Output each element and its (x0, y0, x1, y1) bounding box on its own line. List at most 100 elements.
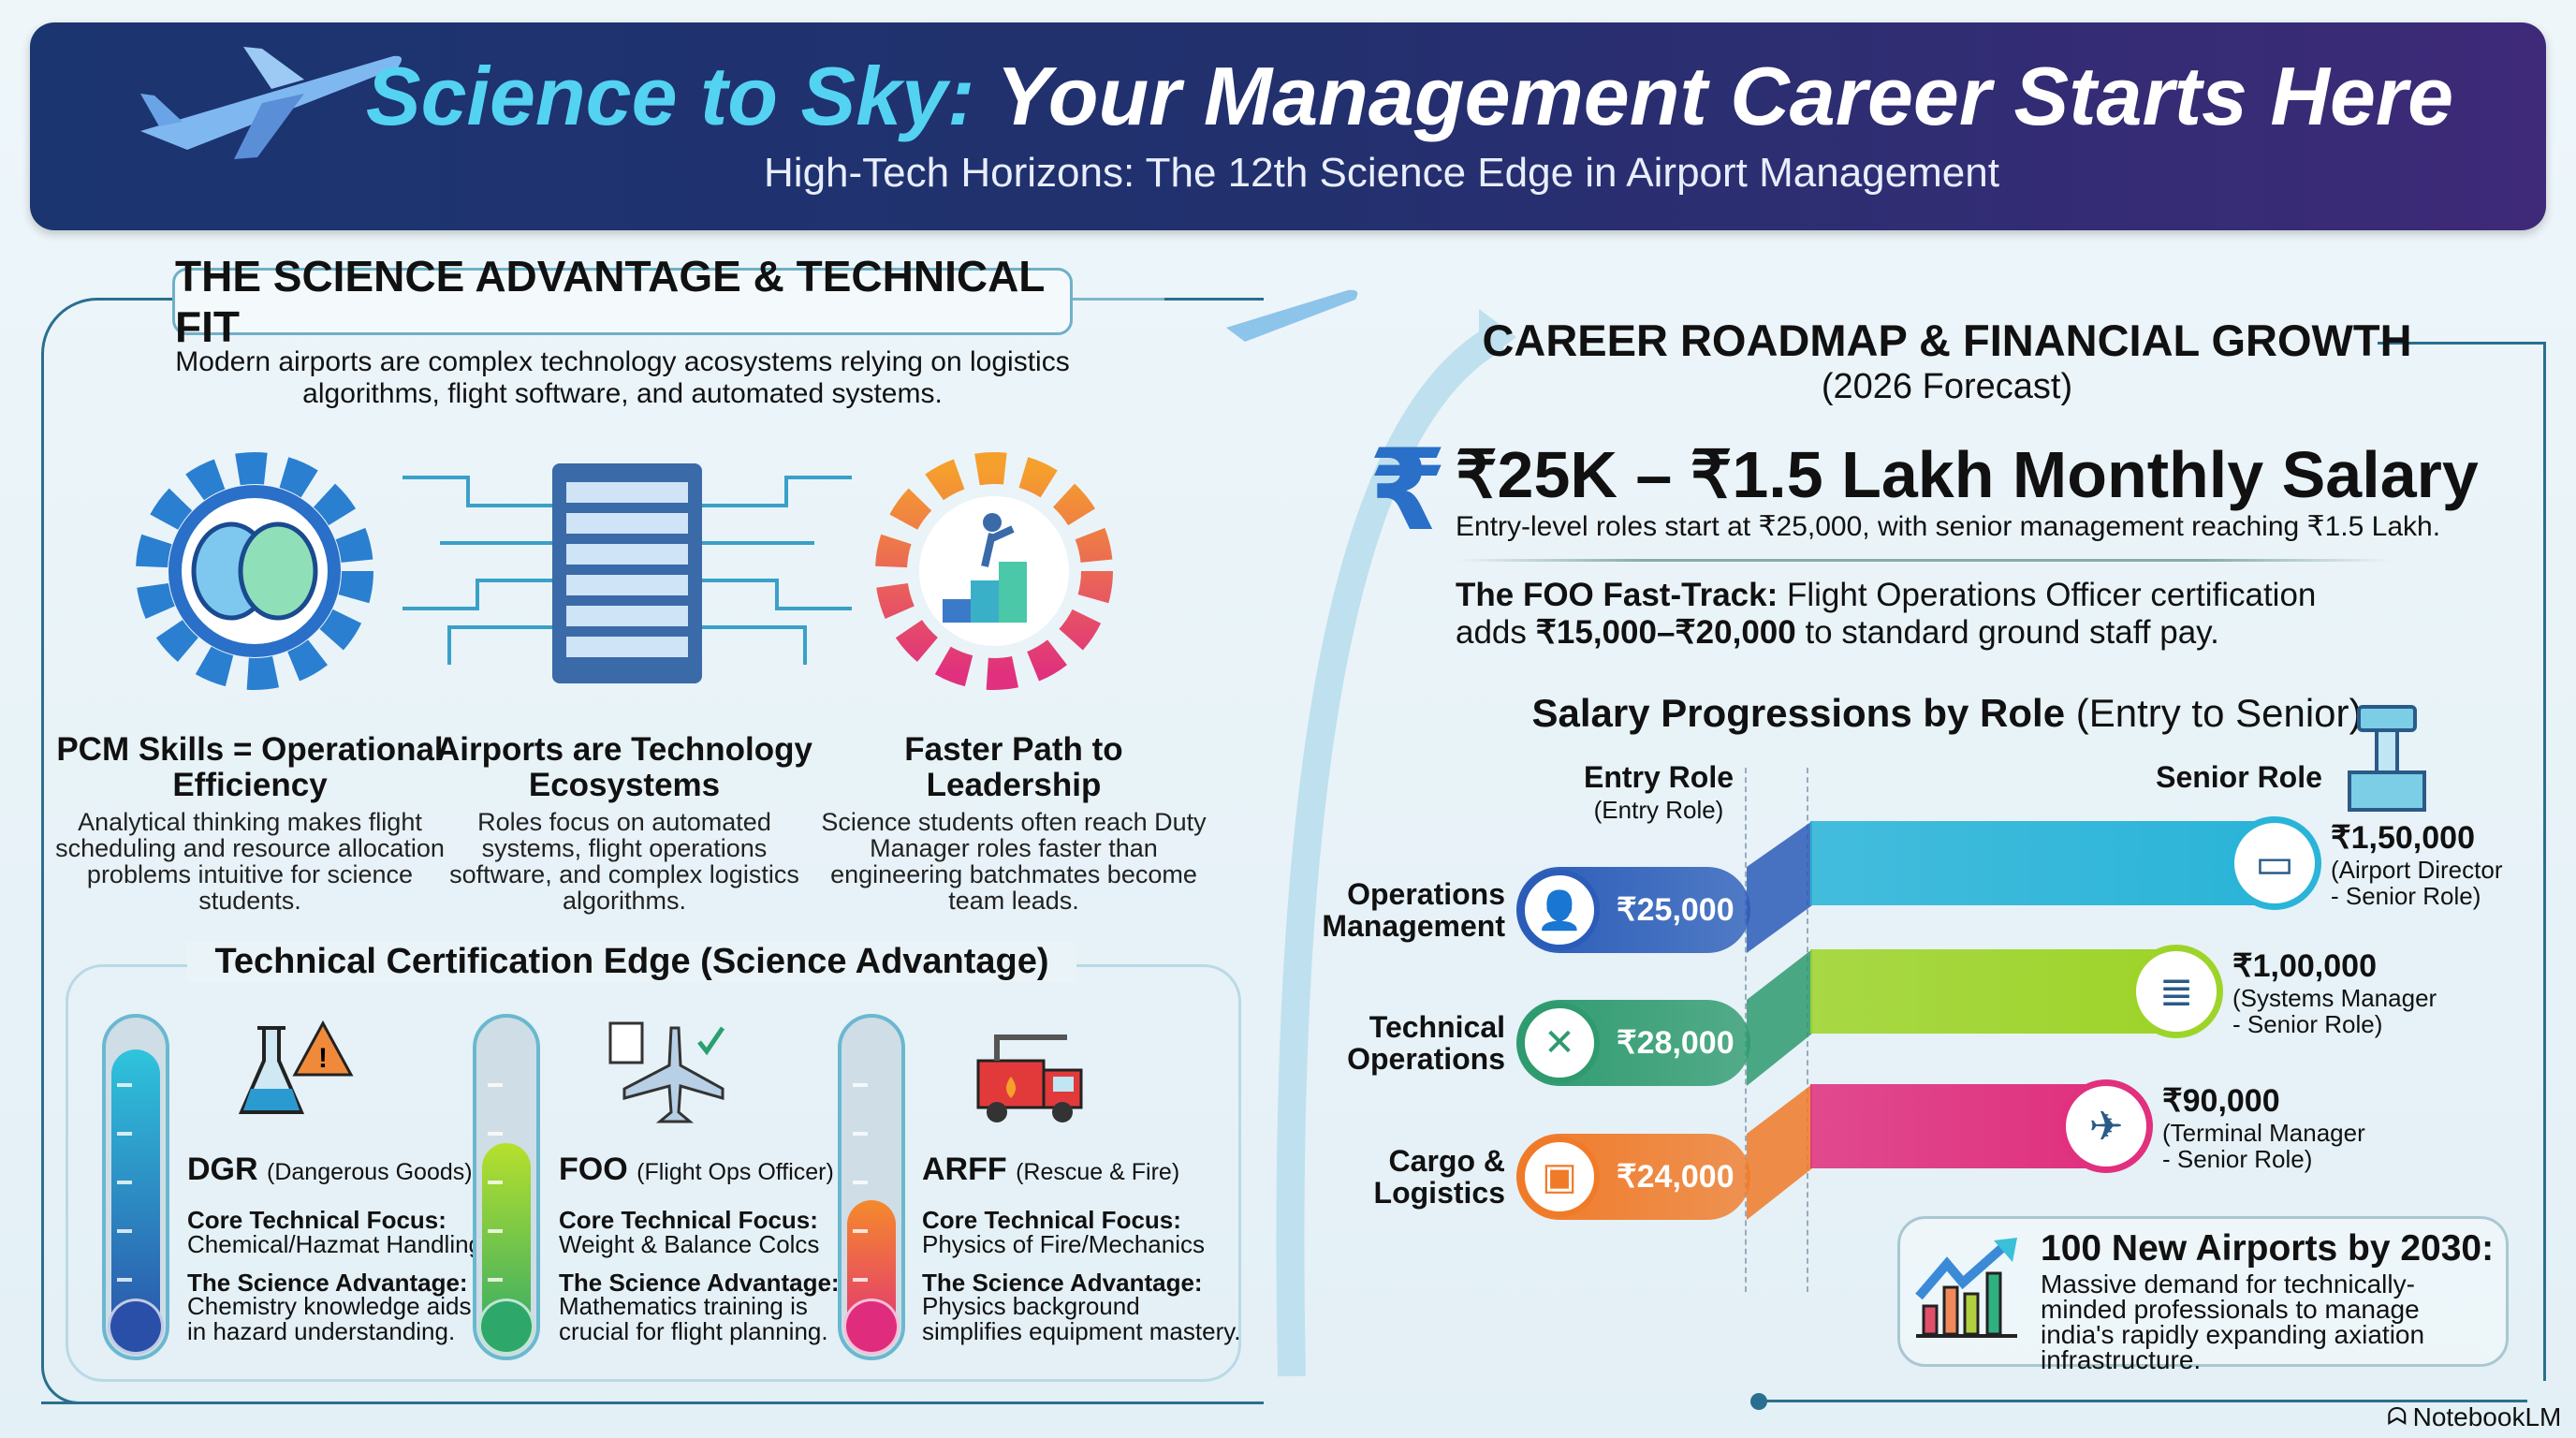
airplane-icon (140, 47, 402, 159)
leadership-stairs-gear-icon (875, 452, 1113, 690)
brain-gear-icon (136, 452, 373, 690)
cert-name: FOO (Flight Ops Officer) (559, 1152, 834, 1188)
intro-text: Modern airports are complex technology a… (175, 346, 1070, 409)
growth-chart-icon (1915, 1238, 2017, 1338)
progression-title: Salary Progressions by Role (Entry to Se… (1479, 691, 2415, 736)
tools-icon: ✕ (1519, 1003, 1600, 1083)
entry-salary-pill: 👤 ₹25,000 (1516, 867, 1750, 953)
advantage-text: Mathematics training is crucial for fligh… (559, 1294, 828, 1344)
foo-fast-track: The FOO Fast-Track: Flight Operations Of… (1456, 577, 2392, 652)
focus-label: Core Technical Focus: (559, 1206, 818, 1234)
senior-salary: ₹1,00,000 (2232, 948, 2377, 984)
senior-salary: ₹1,50,000 (2331, 820, 2475, 856)
brand-watermark: ᗣ NotebookLM (2387, 1402, 2561, 1432)
monitor-chart-icon: ▭ (2228, 816, 2321, 910)
airports-body: Massive demand for technically-minded pr… (2041, 1269, 2425, 1374)
divider (2543, 342, 2546, 1381)
flask-warning-icon: ! (238, 1020, 354, 1114)
divider (1456, 559, 2392, 562)
entry-role-subheader: (Entry Role) (1593, 796, 1724, 824)
level-gauge-dgr (102, 1014, 169, 1360)
advantage-line: simplifies equipment mastery. (922, 1317, 1241, 1345)
foo-text-end: to standard ground staff pay. (1795, 614, 2219, 651)
title-highlight: Science to Sky: (365, 50, 975, 142)
focus-text: Physics of Fire/Mechanics (922, 1230, 1205, 1258)
brand-name: NotebookLM (2412, 1402, 2562, 1431)
cert-code: FOO (559, 1152, 628, 1187)
server-circuit-icon (402, 463, 852, 683)
cert-code: DGR (187, 1152, 258, 1187)
senior-role: (Systems Manager - Senior Role) (2232, 985, 2437, 1037)
cargo-plane-icon: ✈ (2059, 1079, 2153, 1173)
entry-salary: ₹28,000 (1617, 1025, 1734, 1061)
gauge-ticks (488, 1083, 503, 1308)
feature-body: Science students often reach Duty Manage… (821, 808, 1207, 915)
cert-full-name: (Flight Ops Officer) (637, 1159, 834, 1185)
advantage-text: Physics background simplifies equipment m… (922, 1294, 1241, 1344)
cert-name: ARFF (Rescue & Fire) (922, 1152, 1179, 1188)
airports-title: 100 New Airports by 2030: (2041, 1228, 2495, 1269)
divider (1760, 1400, 2527, 1402)
entry-salary-pill: ✕ ₹28,000 (1516, 1000, 1750, 1086)
foo-text: Flight Operations Officer certification … (1456, 577, 2317, 651)
role-name-line: Cargo & (1388, 1144, 1505, 1178)
divider (2378, 342, 2546, 345)
progression-title-bold: Salary Progressions by Role (1531, 691, 2066, 735)
role-name: Cargo & Logistics (1281, 1145, 1505, 1209)
package-icon: ▣ (1519, 1137, 1600, 1217)
feature-title: Faster Path to Leadership (904, 731, 1123, 803)
focus-label: Core Technical Focus: (922, 1206, 1181, 1234)
gauge-ticks (117, 1083, 132, 1308)
career-title: CAREER ROADMAP & FINANCIAL GROWTH (1482, 315, 2412, 365)
airplane-icon (1226, 289, 1358, 342)
feature-title: Airports are Technology Ecosystems (436, 731, 812, 803)
gauge-bulb (843, 1299, 900, 1355)
entry-salary: ₹25,000 (1617, 892, 1734, 928)
focus-text: Weight & Balance Colcs (559, 1230, 820, 1258)
role-name: Operations Management (1281, 878, 1505, 942)
advantage-label: The Science Advantage: (187, 1269, 468, 1297)
title-rest: Your Management Career Starts Here (974, 50, 2454, 142)
role-name-line: Technical (1368, 1010, 1505, 1044)
page-title: Science to Sky: Your Management Career S… (0, 49, 2576, 144)
cert-full-name: (Dangerous Goods) (267, 1159, 473, 1185)
divider (1071, 298, 1164, 301)
feature-title: PCM Skills = Operational Efficiency (56, 731, 444, 803)
notebooklm-logo-icon: ᗣ (2387, 1402, 2408, 1431)
advantage-line: Chemistry knowledge aids (187, 1292, 472, 1320)
section-title: THE SCIENCE ADVANTAGE & TECHNICAL FIT (172, 252, 1073, 351)
senior-role-line: (Terminal Manager (2162, 1119, 2365, 1147)
salary-range: ₹25K – ₹1.5 Lakh Monthly Salary (1456, 438, 2479, 511)
progression-connector (1747, 821, 1812, 953)
senior-role: (Terminal Manager - Senior Role) (2162, 1120, 2365, 1172)
advantage-text: Chemistry knowledge aids in hazard unders… (187, 1294, 471, 1344)
advantage-label: The Science Advantage: (922, 1269, 1203, 1297)
flow-arrow-decoration (1226, 289, 1516, 1377)
focus-label: Core Technical Focus: (187, 1206, 446, 1234)
entry-salary: ₹24,000 (1617, 1159, 1734, 1195)
page-subtitle: High-Tech Horizons: The 12th Science Edg… (764, 150, 1999, 196)
role-name-line: Management (1322, 909, 1505, 943)
senior-role-header: Senior Role (2156, 760, 2322, 794)
senior-salary: ₹90,000 (2162, 1083, 2280, 1119)
airplane-calculator-icon (608, 1021, 725, 1123)
senior-role-line: (Airport Director (2331, 856, 2503, 884)
senior-salary-bar (1810, 949, 2176, 1034)
fire-truck-icon (976, 1034, 1083, 1123)
senior-salary-bar (1810, 1084, 2106, 1168)
role-name-line: Operations (1347, 1042, 1505, 1076)
advantage-line: in hazard understanding. (187, 1317, 456, 1345)
level-gauge-foo (473, 1014, 540, 1360)
cert-name: DGR (Dangerous Goods) (187, 1152, 473, 1188)
senior-role-line: (Systems Manager (2232, 984, 2437, 1012)
role-name-line: Logistics (1373, 1176, 1505, 1210)
header-banner (30, 22, 2546, 230)
gauge-bulb (108, 1299, 164, 1355)
control-tower-icon (2348, 705, 2426, 812)
entry-salary-pill: ▣ ₹24,000 (1516, 1134, 1750, 1220)
senior-salary-bar (1810, 821, 2275, 905)
career-subtitle: (2026 Forecast) (1821, 367, 2073, 406)
role-name: Technical Operations (1281, 1011, 1505, 1075)
entry-role-header: Entry Role (1583, 760, 1734, 794)
level-gauge-arff (838, 1014, 905, 1360)
